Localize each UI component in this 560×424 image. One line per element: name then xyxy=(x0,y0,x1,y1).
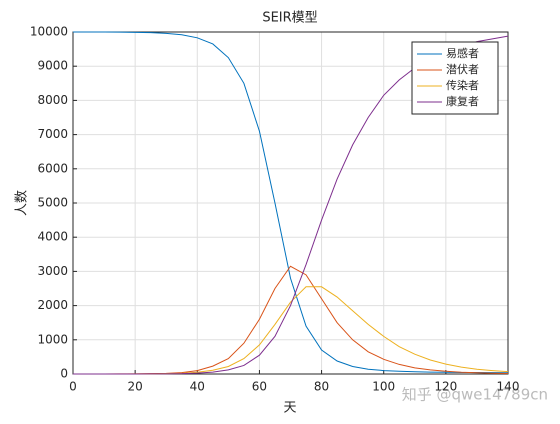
x-tick-label: 140 xyxy=(497,380,520,394)
y-tick-label: 9000 xyxy=(37,59,68,73)
y-tick-label: 10000 xyxy=(30,25,68,39)
y-tick-label: 5000 xyxy=(37,196,68,210)
x-tick-label: 40 xyxy=(190,380,205,394)
x-tick-label: 60 xyxy=(252,380,267,394)
x-axis-label: 天 xyxy=(283,401,296,416)
y-tick-label: 0 xyxy=(60,367,68,381)
axes-box xyxy=(72,31,509,375)
y-tick-label: 3000 xyxy=(37,264,68,278)
legend-label: 康复者 xyxy=(446,94,479,108)
series-line xyxy=(73,31,509,374)
y-tick-label: 2000 xyxy=(37,298,68,312)
y-tick-label: 4000 xyxy=(37,230,68,244)
y-tick-label: 8000 xyxy=(37,93,68,107)
x-tick-label: 20 xyxy=(128,380,143,394)
x-tick-label: 120 xyxy=(434,380,457,394)
y-tick-label: 1000 xyxy=(37,332,68,346)
y-axis-label: 人数 xyxy=(15,190,30,216)
legend-label: 传染者 xyxy=(446,78,479,92)
legend-label: 潜伏者 xyxy=(446,62,479,76)
x-tick-label: 0 xyxy=(69,380,77,394)
chart-title: SEIR模型 xyxy=(262,11,317,26)
y-tick-label: 6000 xyxy=(37,161,68,175)
y-tick-label: 7000 xyxy=(37,127,68,141)
legend-label: 易感者 xyxy=(446,47,479,60)
x-tick-label: 100 xyxy=(372,380,395,394)
watermark: 知乎 @qwe14789cn xyxy=(402,386,548,404)
x-tick-label: 80 xyxy=(314,380,329,394)
